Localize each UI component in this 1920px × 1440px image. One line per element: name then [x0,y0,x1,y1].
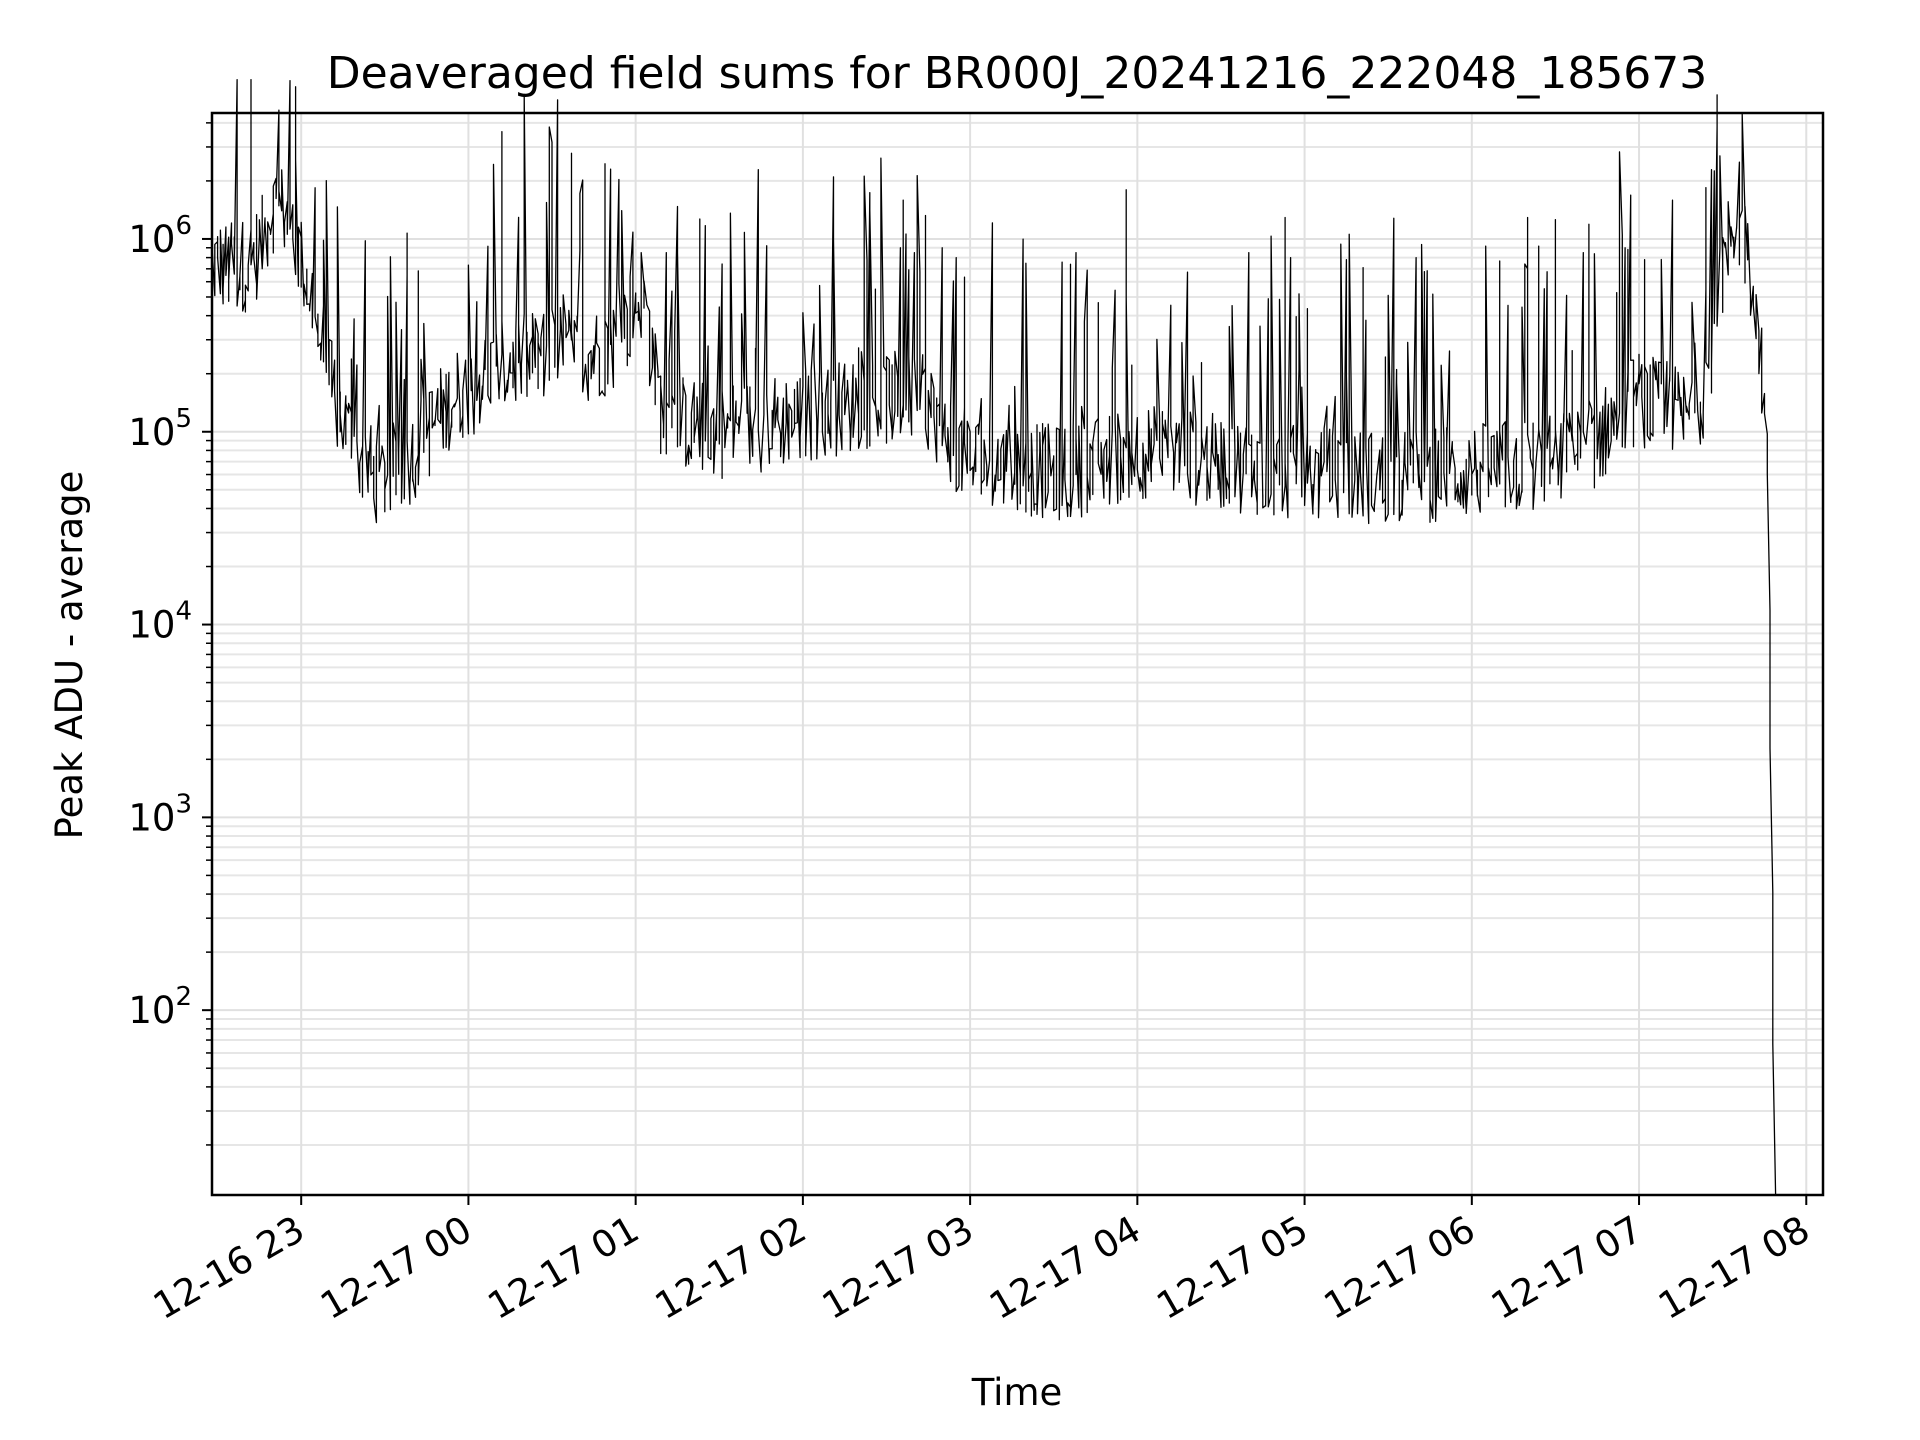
y-tick-label: 105 [128,404,192,454]
chart-title: Deaveraged field sums for BR000J_2024121… [327,48,1708,99]
x-axis-label: Time [971,1371,1063,1414]
y-tick-label: 106 [128,211,192,261]
series-layer [211,78,1777,1196]
series-line [211,78,1777,1196]
y-tick-label: 104 [128,597,192,647]
y-tick-label: 102 [128,982,192,1032]
y-tick-label: 103 [128,789,192,839]
y-axis-label: Peak ADU - average [48,471,91,840]
